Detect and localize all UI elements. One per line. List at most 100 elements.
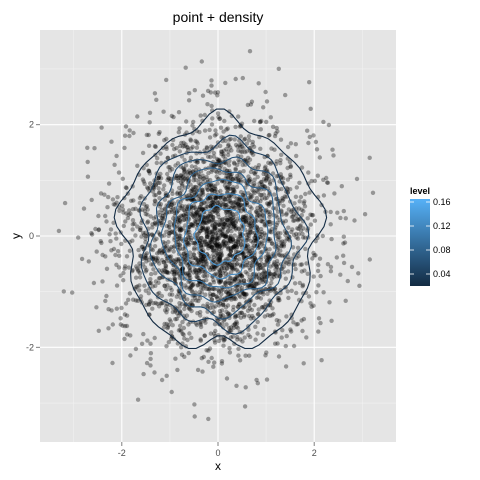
scatter-point	[148, 341, 153, 346]
scatter-point	[165, 270, 170, 275]
scatter-point	[244, 213, 249, 218]
scatter-point	[233, 277, 238, 282]
scatter-point	[235, 313, 240, 318]
scatter-point	[197, 193, 202, 199]
scatter-point	[122, 312, 128, 317]
scatter-point	[224, 290, 229, 295]
scatter-point	[187, 265, 192, 271]
scatter-point	[220, 228, 225, 233]
scatter-point	[285, 186, 290, 192]
scatter-point	[164, 270, 169, 275]
scatter-point	[181, 165, 186, 171]
scatter-point	[288, 141, 294, 146]
scatter-point	[215, 237, 220, 242]
scatter-point	[177, 203, 182, 208]
scatter-point	[258, 179, 264, 185]
scatter-point	[224, 185, 229, 190]
scatter-point	[189, 308, 194, 314]
scatter-point	[182, 354, 187, 359]
scatter-point	[156, 304, 162, 309]
scatter-point	[214, 294, 219, 299]
scatter-point	[273, 231, 278, 236]
scatter-point	[272, 260, 277, 265]
scatter-point	[172, 210, 177, 216]
scatter-point	[222, 197, 228, 202]
scatter-point	[214, 156, 220, 162]
scatter-point	[137, 275, 143, 280]
scatter-point	[234, 274, 239, 279]
scatter-point	[164, 244, 170, 249]
scatter-point	[133, 285, 139, 290]
scatter-point	[191, 252, 197, 257]
scatter-point	[157, 204, 163, 209]
scatter-point	[185, 273, 190, 278]
scatter-point	[286, 254, 291, 260]
scatter-point	[209, 187, 214, 193]
scatter-point	[274, 318, 279, 323]
scatter-point	[249, 281, 254, 287]
scatter-point	[231, 279, 236, 284]
scatter-point	[132, 221, 137, 226]
scatter-point	[261, 171, 266, 177]
scatter-point	[228, 245, 234, 251]
scatter-point	[299, 165, 305, 170]
scatter-point	[211, 286, 216, 291]
scatter-point	[121, 270, 126, 276]
scatter-point	[210, 163, 215, 169]
scatter-point	[226, 290, 231, 295]
scatter-point	[163, 259, 169, 264]
scatter-point	[150, 284, 155, 289]
scatter-point	[247, 49, 253, 54]
scatter-point	[190, 282, 195, 288]
scatter-point	[179, 301, 185, 307]
scatter-point	[236, 302, 242, 307]
scatter-point	[178, 323, 183, 328]
scatter-point	[233, 199, 238, 205]
scatter-point	[245, 230, 250, 235]
scatter-point	[110, 322, 116, 327]
scatter-point	[242, 292, 248, 297]
scatter-point	[267, 219, 272, 224]
scatter-point	[316, 329, 321, 334]
scatter-point	[166, 165, 171, 170]
scatter-point	[270, 273, 276, 278]
scatter-point	[212, 266, 217, 272]
scatter-point	[214, 245, 219, 251]
scatter-point	[213, 240, 218, 245]
scatter-point	[220, 301, 226, 306]
scatter-point	[300, 284, 305, 289]
scatter-point	[221, 242, 227, 248]
legend-colorbar	[410, 199, 430, 286]
scatter-point	[187, 168, 192, 173]
scatter-point	[195, 231, 200, 237]
scatter-point	[231, 307, 236, 313]
scatter-point	[199, 254, 204, 259]
scatter-point	[202, 333, 207, 338]
scatter-point	[167, 231, 172, 236]
scatter-point	[202, 239, 207, 244]
scatter-point	[232, 244, 237, 249]
scatter-point	[212, 287, 217, 292]
scatter-point	[246, 244, 251, 249]
scatter-point	[173, 163, 178, 168]
scatter-point	[209, 239, 214, 245]
scatter-point	[192, 219, 198, 224]
scatter-point	[240, 192, 245, 198]
scatter-point	[213, 230, 219, 236]
scatter-point	[158, 220, 164, 226]
scatter-point	[248, 229, 254, 235]
scatter-point	[191, 247, 197, 252]
scatter-point	[203, 220, 208, 226]
scatter-point	[245, 102, 251, 108]
scatter-point	[224, 173, 229, 179]
scatter-point	[236, 175, 241, 180]
scatter-point	[261, 192, 267, 197]
scatter-point	[275, 245, 281, 250]
scatter-point	[139, 341, 145, 346]
scatter-point	[286, 262, 291, 267]
scatter-point	[314, 290, 319, 295]
scatter-point	[210, 286, 215, 292]
scatter-point	[219, 149, 224, 154]
scatter-point	[156, 175, 161, 181]
scatter-point	[188, 155, 194, 160]
